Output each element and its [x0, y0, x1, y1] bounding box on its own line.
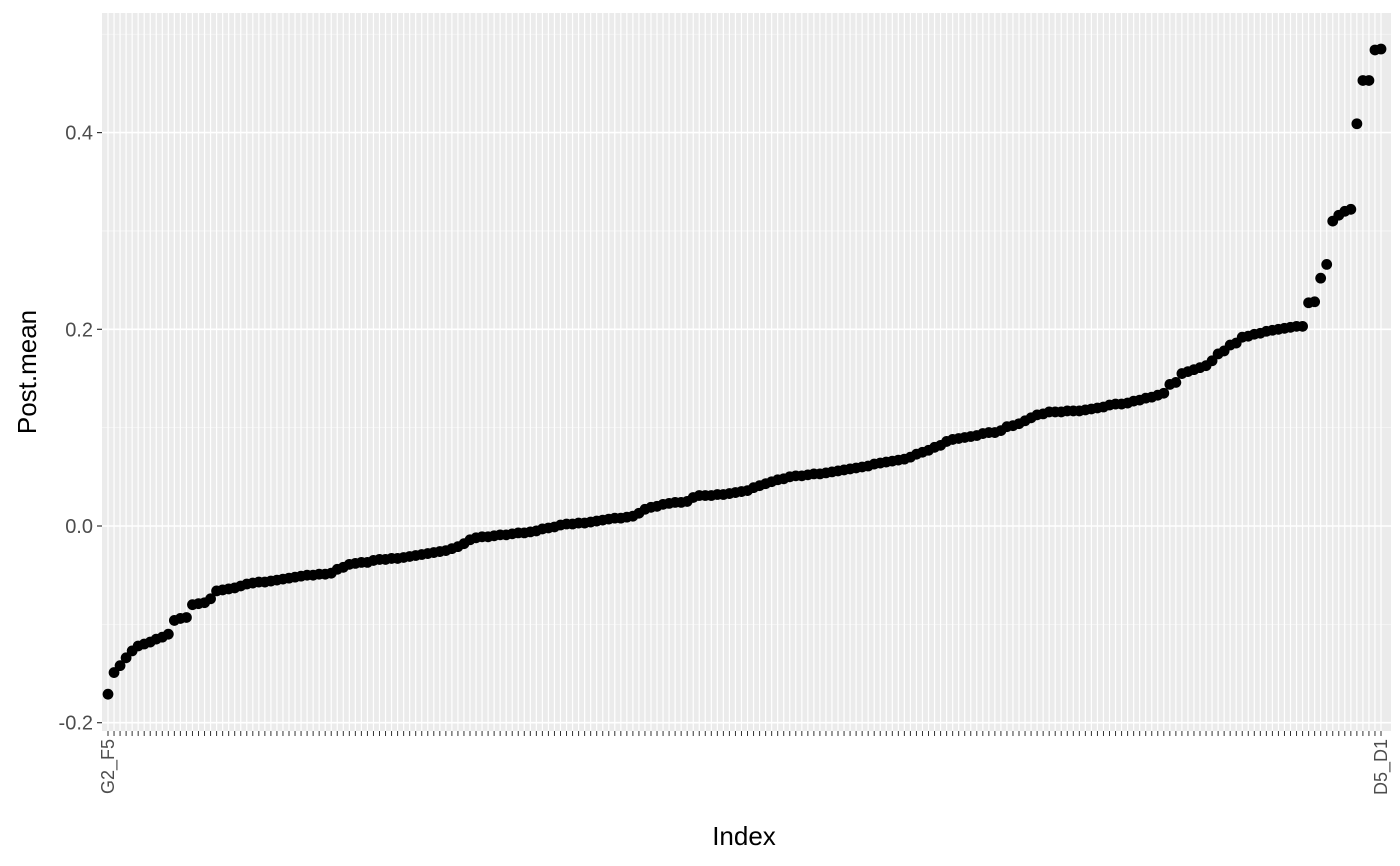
y-tick-label: 0.4	[65, 123, 93, 145]
data-point	[1158, 387, 1170, 399]
data-point	[1351, 118, 1363, 130]
data-point	[1170, 377, 1182, 388]
data-points	[102, 43, 1387, 700]
data-point	[1363, 75, 1375, 86]
data-point	[1315, 272, 1327, 284]
data-point	[181, 612, 192, 623]
x-tick-marks	[107, 731, 1382, 736]
x-tick-label: G2_F5	[98, 739, 119, 794]
x-tick-label: D5_D1	[1371, 739, 1392, 795]
data-point	[1321, 258, 1333, 270]
data-point	[102, 688, 114, 700]
data-point	[1309, 296, 1321, 308]
data-point	[1375, 43, 1387, 55]
y-tick-label: 0.2	[65, 319, 93, 341]
x-tick-labels: G2_F5 D5_D1	[98, 739, 1392, 795]
y-tick-label: 0.0	[65, 516, 93, 538]
data-point	[1297, 320, 1308, 332]
y-tick-label: -0.2	[59, 713, 93, 735]
y-ticks: -0.2 0.0 0.2 0.4	[59, 123, 102, 735]
grid-lines	[102, 13, 1391, 731]
data-point	[1345, 203, 1357, 215]
y-axis-title: Post.mean	[12, 310, 42, 434]
x-axis-title: Index	[712, 821, 776, 851]
data-point	[114, 660, 126, 672]
data-point	[205, 593, 216, 605]
data-point	[162, 628, 174, 640]
